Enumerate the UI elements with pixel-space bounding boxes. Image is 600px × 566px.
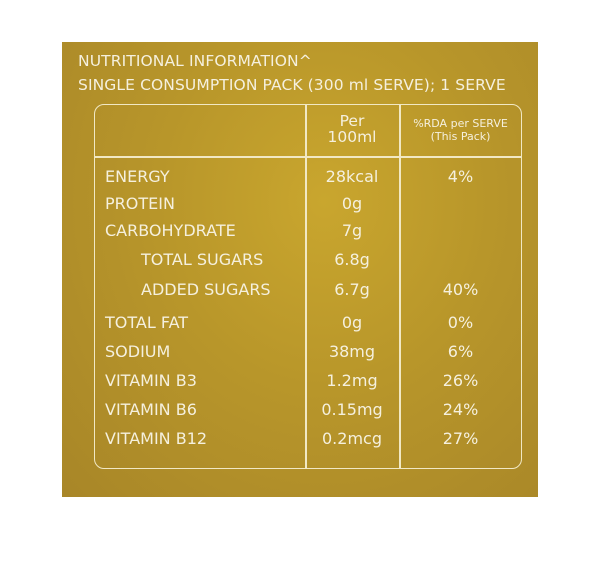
panel-title: NUTRITIONAL INFORMATION^ xyxy=(78,52,312,70)
nutrient-value: 7g xyxy=(341,221,363,240)
nutrient-rda: 24% xyxy=(442,400,479,419)
table-row: VITAMIN B6 0.15mg 24% xyxy=(95,400,521,428)
table-row: ADDED SUGARS 6.7g 40% xyxy=(95,280,521,308)
nutrient-name: VITAMIN B6 xyxy=(105,400,197,419)
nutrient-value: 6.8g xyxy=(334,250,370,269)
column-header-per-100ml: Per 100ml xyxy=(327,112,377,147)
nutrient-rda: 4% xyxy=(447,167,474,186)
table-row: TOTAL SUGARS 6.8g xyxy=(95,250,521,278)
table-row: VITAMIN B12 0.2mcg 27% xyxy=(95,429,521,457)
nutrient-rda: 6% xyxy=(447,342,474,361)
nutrient-value: 0.15mg xyxy=(321,400,383,419)
column-divider xyxy=(305,105,307,468)
nutrient-name: CARBOHYDRATE xyxy=(105,221,236,240)
header-divider xyxy=(95,156,521,158)
nutrient-value: 0g xyxy=(341,194,363,213)
nutrient-name: TOTAL FAT xyxy=(105,313,189,332)
nutrient-name: VITAMIN B12 xyxy=(105,429,208,448)
nutrient-name: VITAMIN B3 xyxy=(105,371,197,390)
nutrient-value: 38mg xyxy=(328,342,376,361)
nutrient-name: ADDED SUGARS xyxy=(141,280,271,299)
table-row: TOTAL FAT 0g 0% xyxy=(95,313,521,341)
table-row: VITAMIN B3 1.2mg 26% xyxy=(95,371,521,399)
nutrient-name: ENERGY xyxy=(105,167,170,186)
table-row: SODIUM 38mg 6% xyxy=(95,342,521,370)
nutrient-value: 28kcal xyxy=(325,167,379,186)
table-row: PROTEIN 0g xyxy=(95,194,521,222)
nutrient-value: 1.2mg xyxy=(326,371,378,390)
nutrient-value: 0.2mcg xyxy=(322,429,382,448)
table-row: ENERGY 28kcal 4% xyxy=(95,167,521,195)
nutrient-rda: 40% xyxy=(442,280,479,299)
panel-subtitle: SINGLE CONSUMPTION PACK (300 ml SERVE); … xyxy=(78,76,506,94)
nutrient-rda: 26% xyxy=(442,371,479,390)
nutrient-name: SODIUM xyxy=(105,342,171,361)
nutrient-value: 6.7g xyxy=(334,280,370,299)
column-header-rda: %RDA per SERVE (This Pack) xyxy=(413,117,508,144)
nutrition-table: Per 100ml %RDA per SERVE (This Pack) ENE… xyxy=(94,104,522,469)
column-divider xyxy=(399,105,401,468)
nutrient-name: TOTAL SUGARS xyxy=(141,250,264,269)
nutrient-value: 0g xyxy=(341,313,363,332)
nutrient-rda: 27% xyxy=(442,429,479,448)
nutrient-rda: 0% xyxy=(447,313,474,332)
table-row: CARBOHYDRATE 7g xyxy=(95,221,521,249)
nutrition-panel: NUTRITIONAL INFORMATION^ SINGLE CONSUMPT… xyxy=(62,42,538,497)
nutrient-name: PROTEIN xyxy=(105,194,175,213)
